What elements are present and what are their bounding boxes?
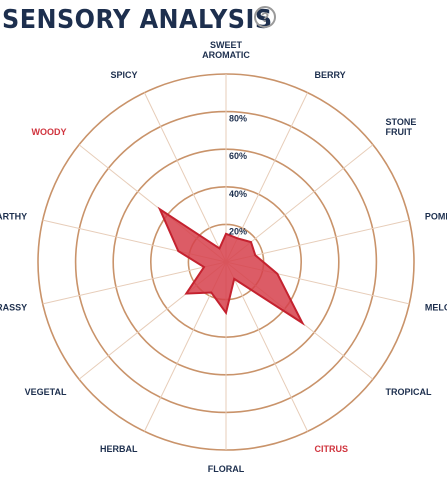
grid-spoke — [225, 219, 410, 263]
category-label: MELON — [425, 302, 447, 312]
data-point — [210, 291, 213, 294]
data-point — [185, 292, 188, 295]
data-point — [276, 272, 279, 275]
grid-spoke — [42, 261, 227, 305]
grid-spoke — [225, 92, 309, 263]
grid-spoke — [143, 92, 227, 263]
header: SENSORY ANALYSIS — [0, 0, 296, 40]
category-label: SPICY — [110, 70, 137, 80]
page-title: SENSORY ANALYSIS — [2, 5, 273, 35]
data-point — [218, 247, 221, 250]
data-point — [254, 254, 257, 257]
category-label: EARTHY — [0, 212, 27, 222]
tick-label: 60% — [229, 151, 247, 161]
data-point — [236, 237, 239, 240]
category-label: TROPICAL — [386, 387, 433, 397]
data-point — [225, 312, 227, 314]
tick-label: 20% — [229, 226, 247, 236]
category-label: FLORAL — [208, 464, 245, 474]
data-point — [301, 322, 304, 324]
category-label: SWEET AROMATIC — [202, 40, 250, 60]
category-label: GRASSY — [0, 302, 27, 312]
data-point — [225, 233, 227, 235]
data-point — [250, 241, 252, 243]
category-label: STONE FRUIT — [386, 117, 417, 137]
category-label: VEGETAL — [25, 387, 67, 397]
data-point — [159, 208, 161, 211]
category-label: CITRUS — [315, 444, 349, 454]
grid-spoke — [225, 261, 309, 432]
radar-tick-labels: 20% 40% 60% 80% — [229, 114, 247, 237]
data-point — [203, 266, 205, 268]
tick-label: 40% — [229, 189, 247, 199]
radar-data — [157, 206, 305, 326]
category-label: BERRY — [315, 70, 346, 80]
data-point — [177, 250, 180, 252]
data-point — [233, 278, 235, 280]
tick-label: 80% — [229, 114, 247, 124]
category-label: WOODY — [32, 127, 67, 137]
category-label: HERBAL — [100, 444, 138, 454]
help-icon[interactable]: ? — [254, 6, 276, 28]
